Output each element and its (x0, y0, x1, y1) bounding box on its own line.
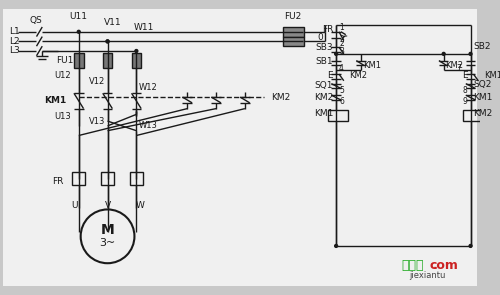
Text: KM1: KM1 (44, 96, 67, 105)
Text: L1: L1 (10, 27, 20, 36)
Text: L2: L2 (10, 37, 20, 46)
Text: 6: 6 (339, 97, 344, 106)
Text: KM1: KM1 (484, 71, 500, 81)
Bar (74, 53, 84, 68)
Circle shape (442, 53, 445, 55)
Text: FR: FR (322, 25, 333, 34)
Text: 接线图: 接线图 (402, 259, 424, 272)
Text: 7: 7 (456, 64, 461, 73)
Text: 0: 0 (317, 33, 322, 42)
Text: com: com (429, 259, 458, 272)
Text: V12: V12 (90, 77, 106, 86)
Text: M: M (100, 223, 114, 237)
Text: SB2: SB2 (474, 42, 491, 51)
Text: E: E (328, 71, 333, 81)
Text: KM2: KM2 (271, 93, 290, 101)
Text: U11: U11 (70, 12, 87, 21)
Text: W: W (136, 201, 144, 210)
Text: U13: U13 (54, 112, 71, 121)
Text: 2: 2 (339, 39, 344, 48)
Text: KM1: KM1 (363, 61, 381, 70)
Circle shape (78, 30, 80, 33)
Text: 8: 8 (463, 86, 468, 95)
Bar (463, 109, 482, 121)
Text: SQ1: SQ1 (314, 81, 333, 90)
Text: SQ2: SQ2 (474, 80, 492, 89)
Text: 4: 4 (339, 64, 344, 73)
Text: 3: 3 (339, 47, 344, 56)
Circle shape (469, 245, 472, 248)
Text: 5: 5 (339, 86, 344, 95)
Bar (72, 172, 86, 186)
Text: U: U (72, 201, 78, 210)
Text: KM2: KM2 (474, 109, 492, 118)
Text: jiexiantu: jiexiantu (409, 271, 446, 280)
Text: V: V (104, 201, 110, 210)
Circle shape (334, 53, 338, 55)
Bar (103, 53, 113, 68)
Bar (130, 172, 143, 186)
Text: U12: U12 (54, 71, 71, 81)
Bar (284, 37, 304, 46)
Circle shape (135, 50, 138, 53)
Text: KM2: KM2 (446, 61, 464, 70)
Text: L3: L3 (10, 47, 20, 55)
Circle shape (334, 245, 338, 248)
Bar (101, 172, 114, 186)
Bar (284, 27, 304, 37)
Text: V11: V11 (104, 18, 121, 27)
Text: W12: W12 (138, 83, 157, 92)
Text: FR: FR (52, 177, 64, 186)
Circle shape (106, 40, 109, 43)
Text: 1: 1 (339, 23, 344, 32)
Bar (132, 53, 141, 68)
Text: V13: V13 (90, 117, 106, 126)
Text: FU1: FU1 (56, 56, 73, 65)
Circle shape (469, 53, 472, 55)
Text: SB1: SB1 (316, 57, 333, 66)
Bar (328, 109, 347, 121)
Text: 9: 9 (463, 97, 468, 106)
Text: KM1: KM1 (474, 93, 493, 101)
Text: SB3: SB3 (316, 43, 333, 52)
Text: 3~: 3~ (100, 238, 116, 248)
Text: KM2: KM2 (350, 71, 368, 81)
Text: 2: 2 (339, 35, 344, 44)
Text: E: E (462, 71, 468, 81)
Circle shape (106, 40, 109, 43)
Text: W13: W13 (138, 121, 157, 130)
Text: FU2: FU2 (284, 12, 302, 21)
Text: QS: QS (29, 16, 42, 25)
Text: KM1: KM1 (314, 109, 333, 118)
Text: W11: W11 (134, 23, 154, 32)
Text: .: . (432, 259, 438, 272)
Text: KM2: KM2 (314, 93, 333, 101)
